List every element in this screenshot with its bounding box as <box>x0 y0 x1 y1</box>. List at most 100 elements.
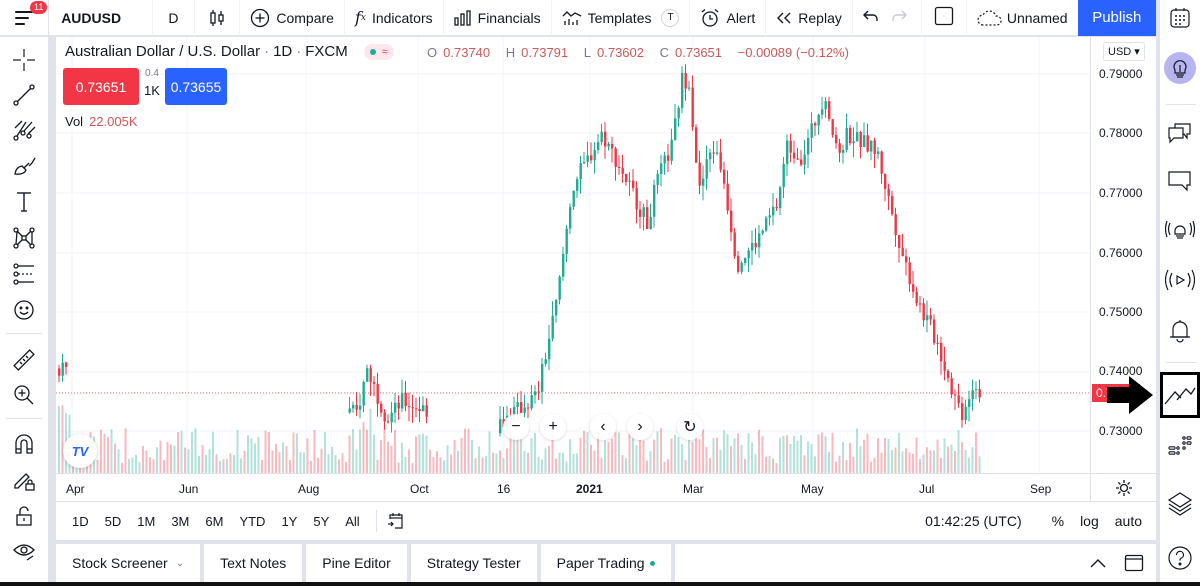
scroll-right-button[interactable]: › <box>627 414 653 440</box>
lock-drawings-tool[interactable] <box>0 463 48 497</box>
bar-chart-icon <box>453 9 472 26</box>
range-5y[interactable]: 5Y <box>313 513 330 529</box>
messages-button[interactable] <box>1160 163 1200 199</box>
expand-panel-button[interactable] <box>1090 558 1106 568</box>
pitchfork-tool[interactable] <box>0 113 48 147</box>
symbol-title[interactable]: Australian Dollar / U.S. Dollar <box>65 43 261 60</box>
chevron-down-icon[interactable]: ⌄ <box>175 557 185 569</box>
templates-badge[interactable]: T <box>661 8 680 27</box>
currency-button[interactable]: USD ▾ <box>1103 42 1145 61</box>
zoom-in-tool[interactable] <box>0 378 48 412</box>
prediction-tool[interactable] <box>0 257 48 291</box>
go-to-date-button[interactable] <box>387 512 405 530</box>
chats-button[interactable] <box>1160 114 1200 150</box>
tradingview-logo[interactable]: TV <box>63 434 97 468</box>
range-1m[interactable]: 1M <box>137 513 156 529</box>
tab-text-notes[interactable]: Text Notes <box>204 544 307 582</box>
zoom-out-button[interactable]: − <box>503 414 529 440</box>
price-candles <box>58 64 981 437</box>
zoom-in-button[interactable]: + <box>540 414 566 440</box>
compare-button[interactable]: Compare <box>240 0 345 36</box>
measure-tool[interactable] <box>0 343 48 377</box>
unlock-icon <box>16 506 32 526</box>
text-tool[interactable] <box>0 185 48 219</box>
hide-drawings-tool[interactable] <box>0 535 48 569</box>
publish-button[interactable]: Publish <box>1077 0 1156 36</box>
ideas-button[interactable] <box>1160 50 1200 86</box>
candles-icon <box>209 9 225 27</box>
tab-pine-editor[interactable]: Pine Editor <box>306 544 411 582</box>
ohlc-values: O 0.73740 H 0.73791 L 0.73602 C 0.73651 −0.0… <box>427 45 849 60</box>
time-tick: Apr <box>66 482 85 496</box>
screen-edge <box>0 582 1200 586</box>
streams-button[interactable] <box>1160 262 1200 298</box>
lock-all-tool[interactable] <box>0 499 48 533</box>
trend-line-tool[interactable] <box>0 78 48 112</box>
log-scale-toggle[interactable]: log <box>1080 513 1099 529</box>
replay-button[interactable]: Replay <box>766 0 853 36</box>
tab-paper-trading[interactable]: Paper Trading <box>541 544 675 582</box>
utc-clock[interactable]: 01:42:25 (UTC) <box>925 513 1022 529</box>
object-tree-button[interactable] <box>1160 486 1200 522</box>
replay-label: Replay <box>798 9 842 26</box>
undo-button[interactable] <box>853 0 885 36</box>
range-ytd[interactable]: YTD <box>239 513 266 529</box>
templates-button[interactable]: Templates T <box>552 0 691 36</box>
order-quantity[interactable]: 1K <box>144 83 160 98</box>
pattern-tool[interactable] <box>0 221 48 255</box>
emoji-tool[interactable] <box>0 293 48 327</box>
change-value: −0.00089 (−0.12%) <box>737 45 849 60</box>
calendar-button[interactable] <box>1160 0 1200 36</box>
brush-tool[interactable] <box>0 149 48 183</box>
reset-chart-button[interactable]: ↻ <box>677 414 703 440</box>
help-circle-icon <box>1168 546 1192 570</box>
help-button[interactable] <box>1160 540 1200 576</box>
notification-badge: 11 <box>30 0 48 14</box>
lightbulb-icon <box>1173 60 1187 78</box>
watchlist-hotlist-button[interactable] <box>1160 372 1200 418</box>
fullscreen-button[interactable] <box>922 0 967 36</box>
range-1d[interactable]: 1D <box>72 513 89 529</box>
chart-pane[interactable]: Australian Dollar / U.S. Dollar · 1D · F… <box>56 37 1090 473</box>
window-icon <box>1124 554 1144 572</box>
market-status-badge[interactable]: ≈ <box>363 43 394 60</box>
data-window-button[interactable] <box>1160 428 1200 464</box>
auto-scale-toggle[interactable]: auto <box>1114 513 1142 529</box>
sell-button[interactable]: 0.73651 <box>63 68 139 105</box>
redo-button[interactable] <box>885 0 922 36</box>
scroll-left-button[interactable]: ‹ <box>590 414 616 440</box>
time-axis[interactable]: Apr Jun Aug Oct 16 2021 Mar May Jul Sep <box>56 473 1090 501</box>
symbol-search-button[interactable]: AUDUSD <box>49 0 153 36</box>
maximize-panel-button[interactable] <box>1124 554 1144 572</box>
time-tick: Oct <box>410 482 429 496</box>
range-all[interactable]: All <box>345 513 360 529</box>
crosshair-tool[interactable] <box>0 43 48 77</box>
range-1y[interactable]: 1Y <box>281 513 298 529</box>
chart-type-button[interactable] <box>195 0 241 36</box>
ideas-stream-button[interactable] <box>1160 212 1200 248</box>
interval-button[interactable]: D <box>153 0 196 36</box>
percent-scale-toggle[interactable]: % <box>1051 513 1065 529</box>
magnet-tool[interactable] <box>0 427 48 461</box>
alerts-button[interactable] <box>1160 313 1200 349</box>
alert-button[interactable]: Alert <box>690 0 767 36</box>
buy-button[interactable]: 0.73655 <box>165 68 227 105</box>
main-menu-button[interactable]: 11 <box>0 0 50 36</box>
tab-strategy-tester[interactable]: Strategy Tester <box>411 544 541 582</box>
chart-settings-button[interactable] <box>1090 473 1156 501</box>
range-5d[interactable]: 5D <box>104 513 122 529</box>
high-value: 0.73791 <box>521 45 569 60</box>
range-6m[interactable]: 6M <box>205 513 224 529</box>
price-tick: 0.76000 <box>1099 246 1143 260</box>
toolbar-divider <box>6 418 42 419</box>
square-icon <box>934 6 954 29</box>
financials-button[interactable]: Financials <box>444 0 552 36</box>
range-3m[interactable]: 3M <box>171 513 190 529</box>
axis-options: 01:42:25 (UTC) % log auto <box>925 513 1156 529</box>
tab-stock-screener[interactable]: Stock Screener ⌄ <box>56 544 205 582</box>
market-open-dot <box>369 48 376 55</box>
layout-name-button[interactable]: Unnamed <box>967 0 1078 36</box>
